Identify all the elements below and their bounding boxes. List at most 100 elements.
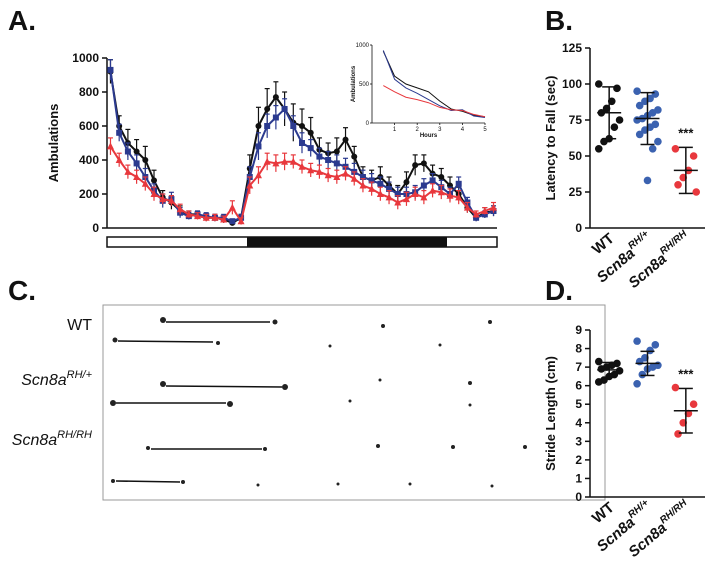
data-point [671, 383, 680, 392]
category-superscript: RH/+ [626, 228, 651, 251]
inset-x-tick-label: 5 [483, 127, 487, 133]
y-tick-label: 9 [575, 323, 582, 337]
marker [325, 157, 332, 163]
marker [455, 193, 463, 201]
data-point [635, 130, 644, 139]
marker [159, 195, 167, 203]
y-tick-label: 125 [562, 41, 582, 55]
marker [455, 180, 462, 187]
marker [402, 195, 410, 203]
y-axis-label: Latency to Fall (sec) [543, 76, 558, 201]
marker [246, 181, 254, 189]
data-point [635, 357, 644, 366]
marker [429, 177, 436, 184]
marker [141, 179, 149, 187]
marker [420, 193, 428, 201]
genotype: Scn8a [21, 372, 66, 389]
significance: *** [678, 366, 694, 381]
category-superscript: RH/+ [626, 497, 651, 520]
marker [264, 123, 271, 129]
data-point [654, 137, 662, 146]
y-tick-label: 25 [569, 185, 583, 199]
marker [386, 185, 393, 192]
data-point [633, 116, 641, 124]
marker [281, 157, 289, 165]
marker [254, 171, 262, 179]
y-tick-label: 6 [575, 379, 582, 393]
marker [220, 215, 228, 223]
genotype-superscript: RH/+ [67, 369, 93, 381]
data-point [594, 378, 603, 386]
data-point [651, 341, 660, 349]
marker [255, 143, 262, 150]
marker [290, 123, 297, 129]
marker [211, 213, 219, 221]
marker [446, 191, 454, 199]
marker [385, 193, 393, 201]
footprints [110, 317, 527, 488]
data-point [610, 123, 619, 131]
y-tick-label: 1000 [72, 51, 99, 65]
marker [359, 174, 366, 180]
marker [307, 145, 314, 152]
marker [133, 160, 140, 167]
y-tick-label: 7 [575, 360, 582, 374]
panel-label: A. [8, 5, 36, 36]
y-tick-label: 75 [569, 113, 583, 127]
marker [481, 207, 489, 214]
genotype: WT [67, 317, 92, 334]
marker [463, 203, 471, 211]
marker [202, 213, 210, 221]
marker [394, 191, 401, 197]
inset-y-label: Ambulations [351, 65, 357, 102]
marker [420, 160, 427, 167]
data-point [692, 188, 701, 196]
data-point [594, 145, 603, 153]
significance: *** [678, 125, 694, 140]
marker [376, 190, 384, 197]
y-tick-label: 0 [92, 221, 99, 235]
marker [429, 186, 437, 194]
inset-y-tick-label: 0 [366, 121, 370, 127]
marker [298, 162, 306, 170]
marker [299, 123, 305, 129]
data-point [674, 181, 682, 189]
data-point [638, 370, 647, 379]
marker [124, 167, 132, 175]
marker [272, 94, 279, 101]
data-point [689, 400, 698, 409]
inset-y-tick-label: 1000 [356, 43, 370, 49]
marker [263, 157, 271, 165]
marker [194, 212, 202, 220]
marker [412, 162, 419, 169]
marker [490, 203, 498, 211]
y-tick-label: 8 [575, 342, 582, 356]
marker [150, 190, 158, 197]
marker [403, 179, 410, 186]
marker [377, 180, 384, 187]
data-point [635, 101, 644, 110]
marker [472, 210, 480, 218]
marker [368, 177, 375, 184]
panel-label: C. [8, 275, 36, 306]
dark-period [247, 237, 447, 247]
y-axis-label: Ambulations [46, 104, 61, 183]
marker [107, 66, 114, 73]
y-tick-label: 800 [79, 85, 99, 99]
inset-x-tick-label: 2 [416, 127, 420, 133]
marker [176, 205, 184, 213]
marker [307, 129, 314, 136]
marker [324, 171, 332, 179]
marker [116, 129, 123, 136]
marker [272, 114, 279, 121]
marker [359, 181, 367, 189]
marker [167, 196, 175, 204]
marker [411, 190, 419, 197]
data-point [648, 145, 657, 153]
marker [420, 182, 427, 189]
marker [299, 140, 305, 146]
marker [307, 166, 315, 174]
row-label: WT [67, 317, 92, 334]
inset-line [382, 51, 486, 118]
